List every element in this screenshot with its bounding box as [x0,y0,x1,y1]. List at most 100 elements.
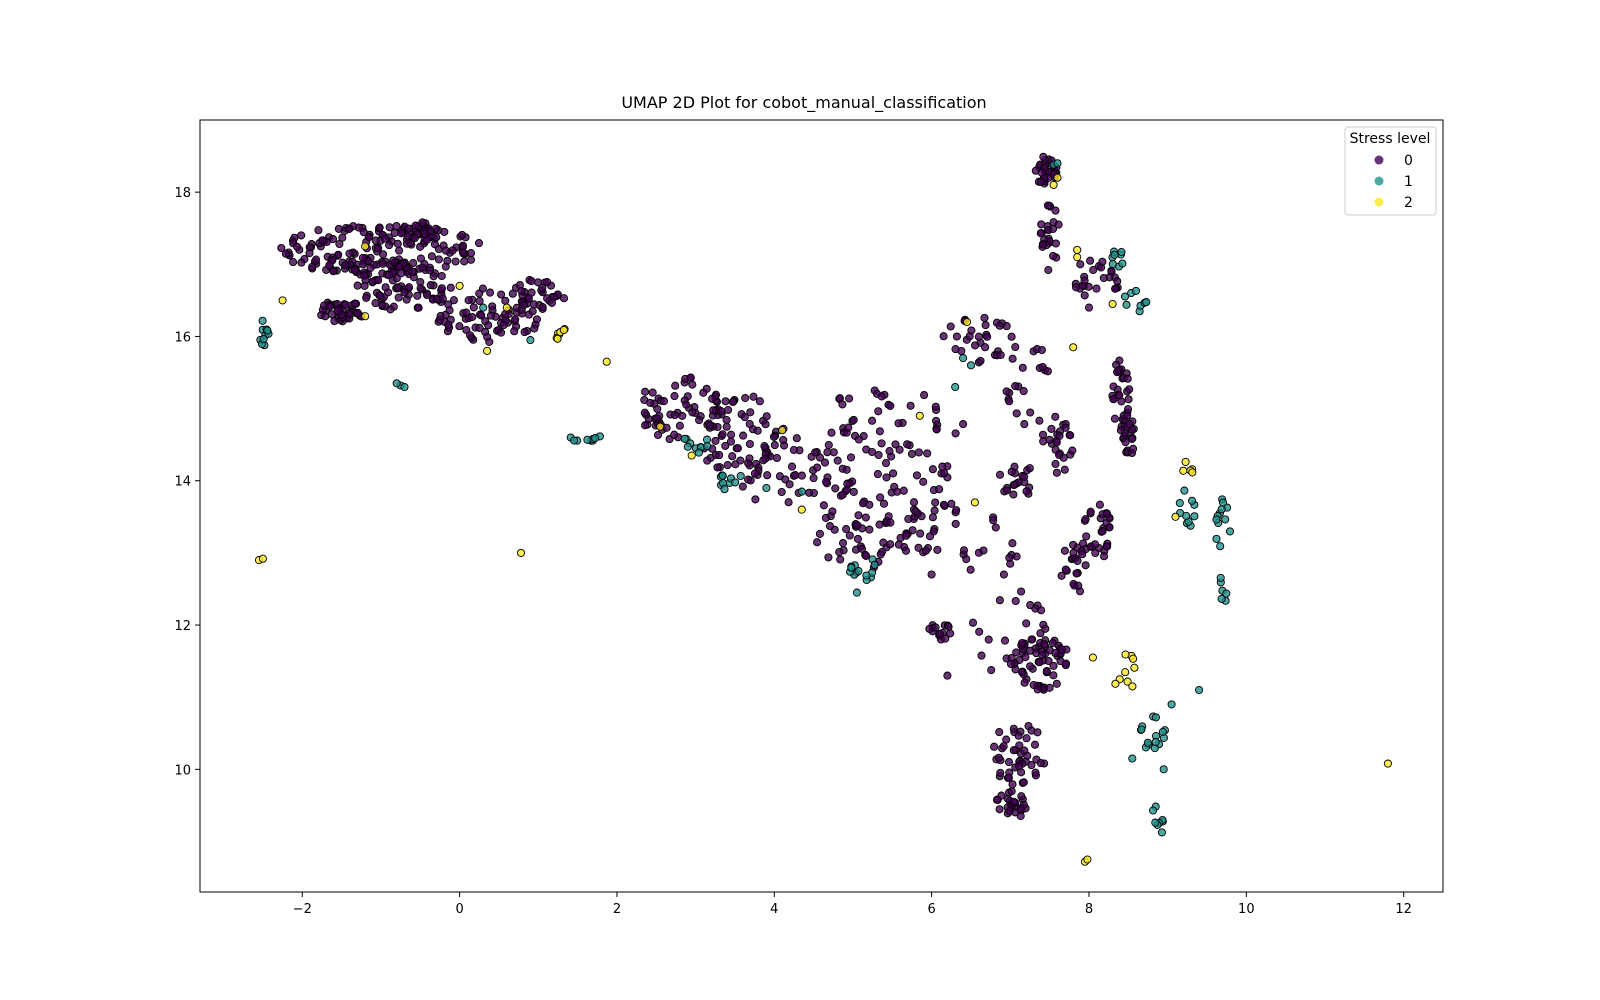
point-stress-0 [1109,395,1118,404]
point-stress-0 [1036,177,1046,187]
point-stress-1 [683,442,692,451]
point-stress-0 [1092,284,1101,293]
point-stress-1 [694,448,703,457]
point-stress-0 [475,323,484,332]
point-stress-0 [1091,548,1100,558]
point-stress-2 [258,554,267,563]
point-stress-0 [899,486,908,495]
point-stress-0 [1002,486,1011,495]
point-stress-0 [305,249,314,258]
point-stress-0 [1123,405,1133,414]
point-stress-0 [1052,438,1061,447]
point-stress-0 [1027,761,1036,770]
point-stress-0 [1018,363,1027,372]
point-stress-0 [416,242,425,251]
point-stress-0 [688,408,697,417]
point-stress-0 [746,408,755,417]
point-stress-0 [429,272,438,281]
point-stress-0 [1072,569,1081,578]
point-stress-0 [728,452,737,461]
point-stress-0 [822,477,831,486]
point-stress-0 [345,249,354,258]
point-stress-0 [1066,431,1075,440]
point-stress-0 [977,651,986,660]
point-stress-0 [1078,550,1087,559]
point-stress-0 [935,629,945,638]
point-stress-2 [797,505,806,514]
point-stress-0 [1019,778,1028,787]
point-stress-2 [502,303,511,312]
point-stress-0 [854,511,863,520]
point-stress-1 [526,336,535,345]
point-stress-0 [659,397,669,406]
point-stress-0 [378,300,387,309]
point-stress-0 [1080,276,1089,285]
x-tick-label: 4 [770,902,778,917]
point-stress-0 [350,266,359,275]
point-stress-0 [420,229,429,238]
point-stress-0 [865,525,874,534]
point-stress-2 [1179,466,1188,475]
point-stress-0 [462,325,471,335]
x-axis: −2 0 2 4 6 8 10 12 [293,892,1412,917]
point-stress-0 [974,332,983,341]
point-stress-0 [1033,685,1042,694]
point-stress-0 [353,309,362,318]
point-stress-1 [263,326,272,335]
point-stress-0 [845,531,854,540]
point-stress-0 [1036,229,1045,238]
point-stress-0 [1004,773,1013,782]
point-stress-0 [414,303,423,312]
x-tick-label: 10 [1238,902,1255,917]
point-stress-0 [724,405,733,415]
point-stress-1 [1221,515,1230,524]
point-stress-0 [853,521,862,530]
point-stress-0 [458,230,467,239]
point-stress-0 [1012,648,1021,657]
point-stress-0 [1121,438,1130,447]
point-stress-0 [1027,635,1036,644]
point-stress-0 [378,259,387,268]
point-stress-0 [547,298,556,307]
point-stress-0 [1116,426,1125,435]
point-stress-0 [875,520,884,529]
point-stress-0 [448,246,457,255]
point-stress-0 [330,317,339,326]
point-stress-0 [877,439,886,448]
point-stress-0 [999,742,1008,751]
point-stress-0 [408,267,417,276]
point-stress-0 [991,523,1000,532]
point-stress-0 [1016,805,1025,814]
point-stress-0 [721,397,730,406]
point-stress-1 [736,471,745,481]
point-stress-0 [967,326,976,335]
point-stress-0 [341,261,350,270]
point-stress-0 [1017,792,1026,801]
point-stress-0 [744,475,753,484]
point-stress-0 [975,627,984,636]
point-stress-0 [1031,768,1040,777]
legend-label-1: 1 [1404,174,1413,190]
plot-area [199,119,1444,893]
point-stress-0 [394,293,403,302]
point-stress-0 [410,234,419,243]
point-stress-0 [464,296,473,305]
point-stress-0 [1033,728,1042,737]
point-stress-1 [1142,298,1151,307]
point-stress-0 [345,224,354,234]
point-stress-1 [591,434,600,443]
point-stress-0 [1015,762,1024,771]
point-stress-0 [721,441,730,450]
point-stress-0 [1005,397,1014,406]
y-tick-label: 14 [174,475,191,490]
point-stress-0 [1052,679,1061,688]
point-stress-0 [1113,277,1122,286]
point-stress-0 [1009,797,1018,806]
point-stress-0 [853,534,862,543]
point-stress-0 [469,303,478,312]
point-stress-0 [1043,201,1052,210]
point-stress-0 [1019,387,1028,396]
point-stress-0 [1007,787,1016,796]
point-stress-0 [886,518,895,527]
point-stress-0 [1005,807,1014,816]
